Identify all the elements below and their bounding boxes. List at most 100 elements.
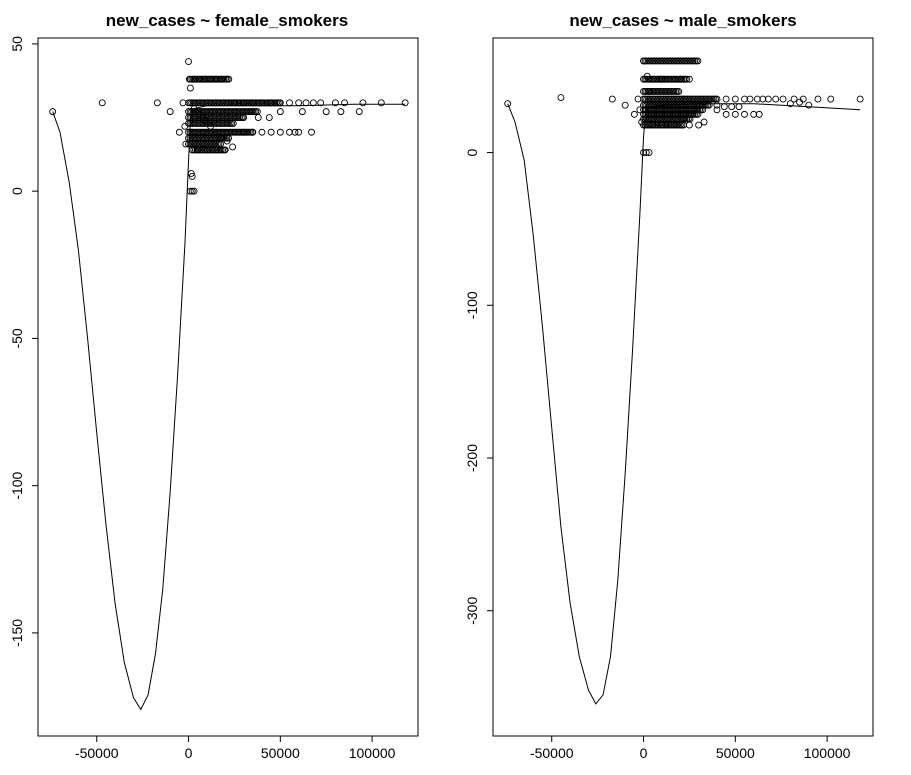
right-point	[676, 75, 684, 83]
left-point	[196, 111, 203, 119]
right-point	[805, 101, 813, 109]
left-point	[337, 108, 345, 116]
left-point	[207, 75, 215, 83]
left-point	[249, 128, 257, 136]
left-point	[212, 75, 220, 83]
right-point	[750, 110, 758, 118]
right-point	[746, 95, 754, 103]
left-y-tick-label: -150	[9, 619, 25, 647]
left-point	[254, 114, 262, 121]
right-point	[790, 95, 798, 103]
right-point	[755, 110, 763, 118]
right-point	[658, 75, 666, 83]
left-point	[265, 114, 273, 121]
right-point	[741, 95, 748, 103]
left-point	[240, 128, 248, 136]
left-points	[49, 58, 409, 195]
left-point	[286, 128, 293, 136]
left-point	[295, 99, 303, 107]
left-panel-title: new_cases ~ female_smokers	[106, 11, 348, 30]
right-band-point	[705, 101, 713, 109]
left-y-axis: 50 0 -50 -100 -150	[9, 36, 38, 647]
left-point	[207, 122, 215, 130]
left-point	[190, 105, 198, 113]
right-x-tick-label: -50000	[530, 745, 574, 761]
right-point	[640, 57, 647, 65]
right-y-tick-label: -100	[464, 291, 480, 319]
left-point	[153, 99, 161, 107]
right-point	[557, 94, 565, 102]
left-point	[276, 108, 284, 116]
right-x-tick-label: 50000	[716, 745, 755, 761]
left-point	[258, 128, 266, 136]
right-point	[796, 98, 804, 106]
left-y-tick-label: 50	[9, 36, 25, 52]
right-dense-points	[640, 57, 719, 129]
right-point	[642, 149, 650, 157]
left-point	[377, 99, 385, 107]
left-point	[322, 108, 330, 116]
right-point	[621, 101, 629, 109]
left-point	[49, 108, 57, 116]
right-y-tick-label: -200	[464, 444, 480, 472]
right-band-point	[683, 75, 691, 83]
left-point	[331, 99, 339, 107]
right-band-point	[694, 110, 702, 118]
right-point	[772, 95, 780, 103]
right-point	[731, 110, 739, 118]
right-point	[630, 110, 638, 118]
right-point	[735, 103, 743, 111]
left-point	[175, 128, 183, 136]
left-point	[212, 128, 220, 136]
left-point	[218, 75, 226, 83]
right-plot-frame	[492, 37, 874, 737]
right-panel: new_cases ~ male_smokers -50000 0 50000 100…	[464, 11, 874, 761]
right-point	[676, 121, 684, 129]
right-point	[722, 95, 730, 103]
left-point	[295, 128, 303, 136]
left-point	[240, 114, 248, 121]
left-point	[181, 122, 189, 130]
right-point	[759, 95, 767, 103]
left-point	[229, 143, 237, 151]
right-y-axis: 0 -100 -200 -300	[464, 148, 493, 625]
left-point	[188, 187, 196, 195]
left-fit-curve	[52, 103, 406, 711]
right-point	[722, 110, 730, 118]
left-point	[212, 146, 220, 154]
right-point	[658, 121, 666, 129]
left-x-tick-label: -50000	[75, 745, 119, 761]
right-x-tick-label: 100000	[804, 745, 851, 761]
left-point	[201, 75, 209, 83]
right-point	[695, 121, 703, 129]
left-point	[359, 99, 367, 107]
left-point	[223, 75, 231, 83]
right-point	[636, 106, 644, 114]
right-point	[728, 103, 736, 111]
right-fit-curve	[507, 103, 861, 705]
right-point	[814, 95, 822, 103]
right-point	[741, 110, 748, 118]
left-point	[179, 99, 187, 107]
right-point	[753, 95, 761, 103]
left-point	[190, 187, 198, 195]
left-point	[291, 128, 299, 136]
left-point	[218, 134, 226, 142]
left-point	[185, 58, 192, 66]
left-band-point	[229, 119, 237, 127]
left-point	[298, 108, 306, 116]
right-band-point	[699, 106, 707, 114]
left-point	[166, 108, 174, 116]
left-point	[355, 108, 363, 116]
left-point	[401, 99, 409, 107]
left-point	[341, 99, 349, 107]
left-point	[98, 99, 106, 107]
right-point	[634, 95, 642, 103]
right-x-tick-label: 0	[640, 745, 648, 761]
left-y-tick-label: 0	[9, 187, 25, 195]
right-point	[685, 75, 693, 83]
right-x-axis: -50000 0 50000 100000	[530, 736, 851, 761]
right-point	[713, 101, 721, 109]
left-x-tick-label: 0	[185, 745, 193, 761]
right-point	[608, 95, 616, 103]
